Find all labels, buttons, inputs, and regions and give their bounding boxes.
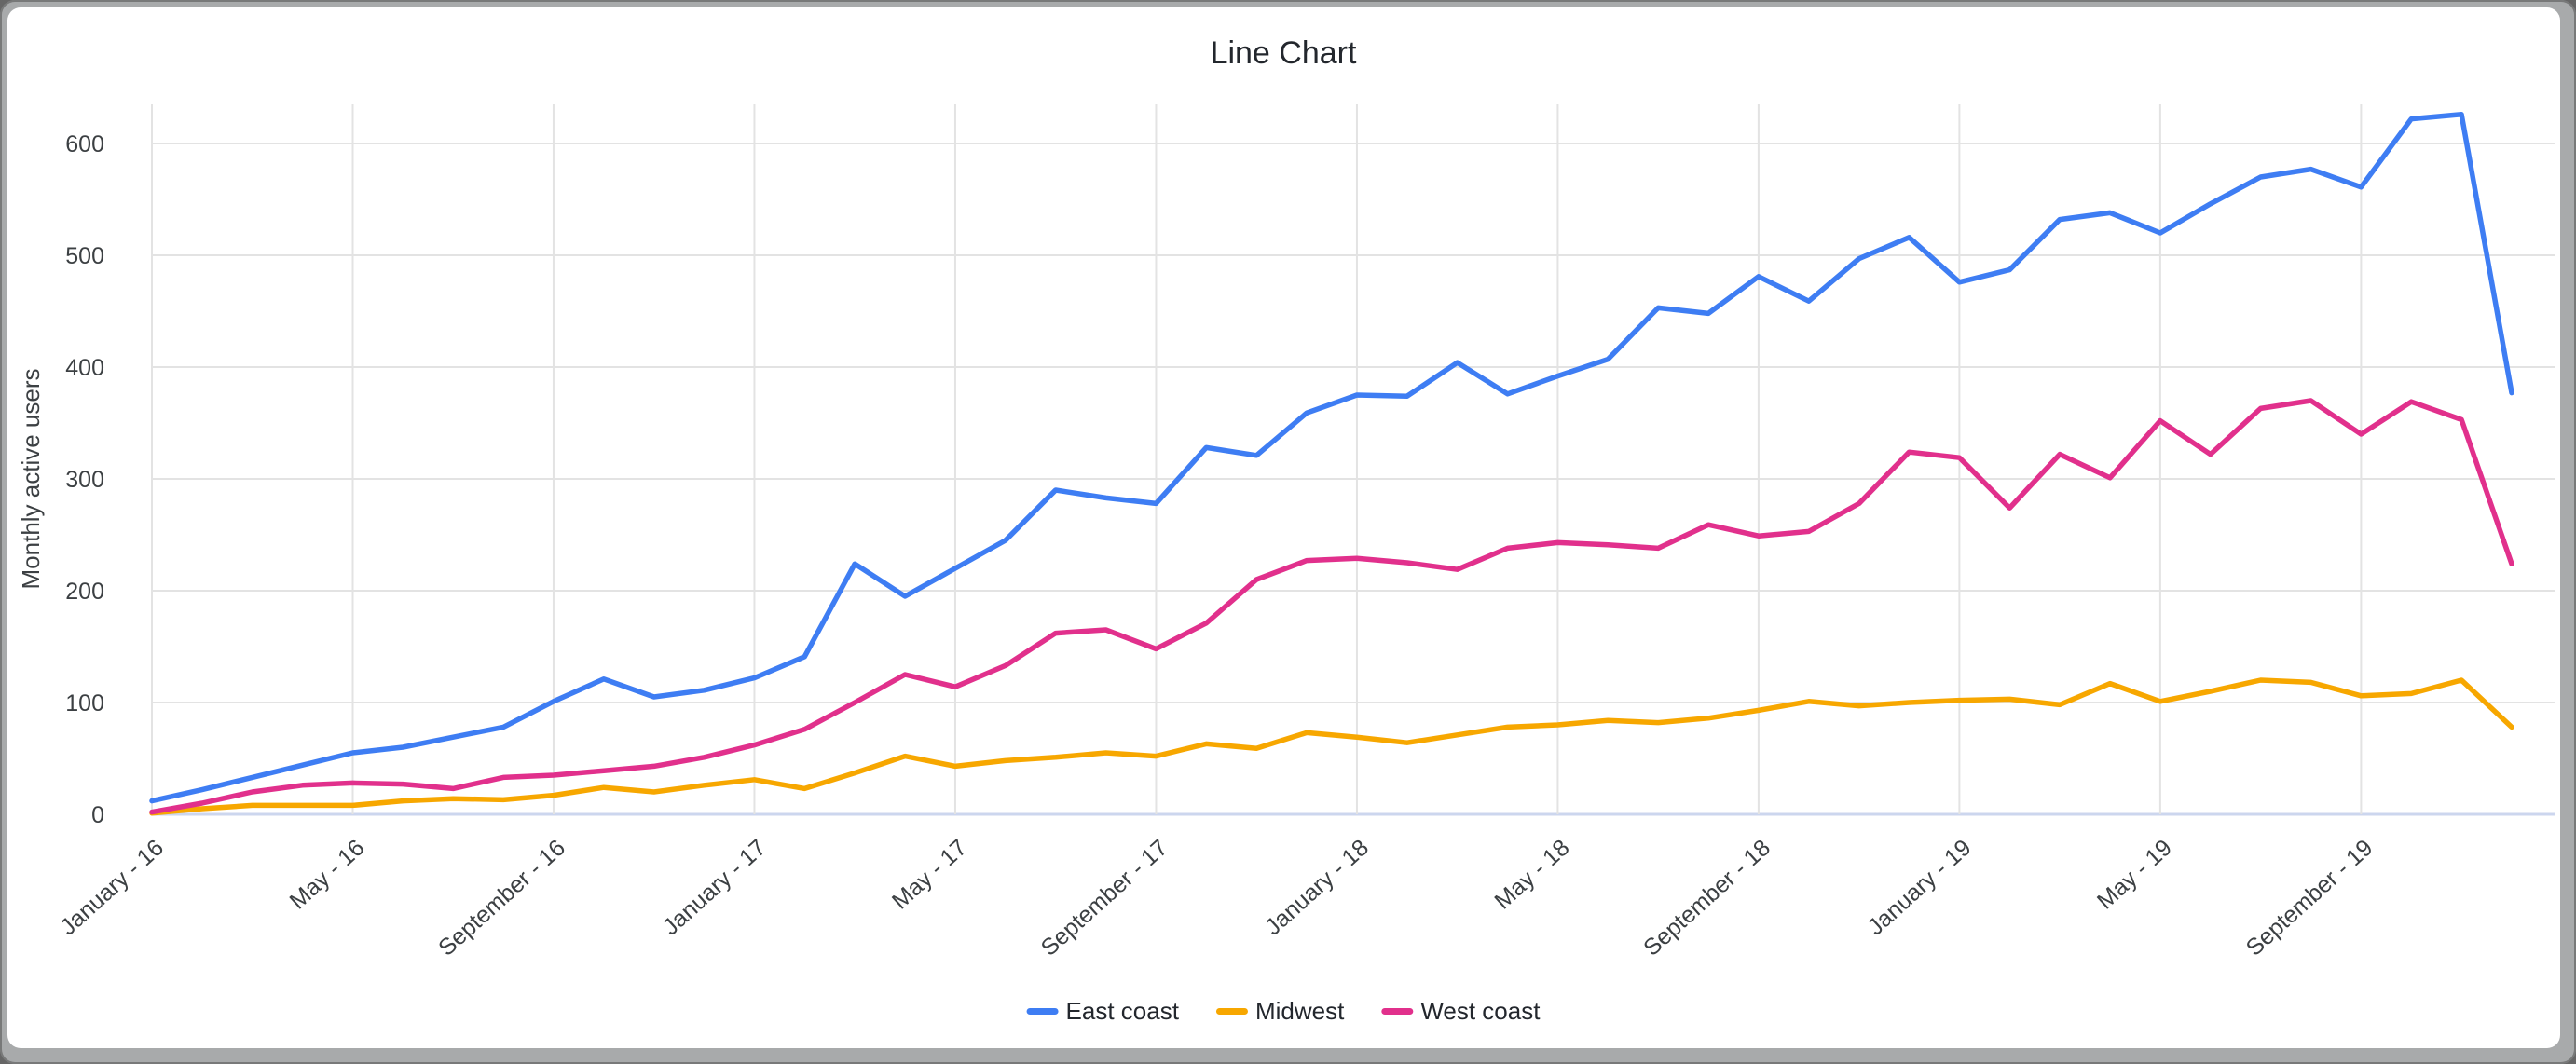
y-axis-tick-labels: 0 100 200 300 400 500 600 [65,131,104,828]
legend: East coast Midwest West coast [1026,997,1541,1025]
series-line-west-coast [149,398,2514,815]
legend-label: West coast [1420,997,1541,1025]
y-tick-label: 600 [65,131,104,157]
legend-swatch-midwest [1215,1008,1248,1015]
legend-swatch-west-coast [1381,1008,1414,1015]
chart-card [7,7,2560,1048]
y-tick-label: 400 [65,355,104,381]
y-tick-label: 100 [65,690,104,716]
legend-label: East coast [1066,997,1180,1025]
legend-swatch-east-coast [1026,1008,1059,1015]
legend-label: Midwest [1255,997,1345,1025]
legend-item: Midwest [1215,997,1345,1025]
legend-item: West coast [1381,997,1541,1025]
y-tick-label: 500 [65,243,104,269]
chart-title: Line Chart [1211,35,1357,71]
series-line-east-coast [149,112,2514,804]
y-tick-label: 0 [91,802,104,828]
plot-area [149,112,2514,816]
y-tick-label: 300 [65,467,104,493]
y-axis-title: Monthly active users [17,369,45,590]
legend-item: East coast [1026,997,1180,1025]
y-tick-label: 200 [65,579,104,605]
series-line-midwest [149,677,2514,816]
